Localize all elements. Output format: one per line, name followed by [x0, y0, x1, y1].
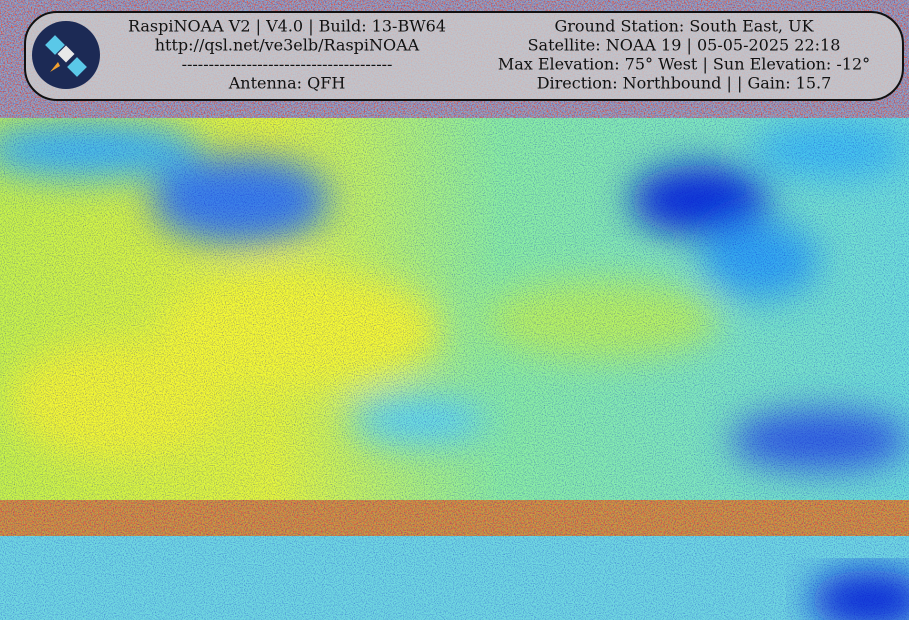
info-line: RaspiNOAA V2 | V4.0 | Build: 13-BW64 — [128, 17, 446, 36]
info-left: RaspiNOAA V2 | V4.0 | Build: 13-BW64 htt… — [128, 17, 446, 93]
info-line: Satellite: NOAA 19 | 05-05-2025 22:18 — [528, 36, 841, 55]
info-line: Max Elevation: 75° West | Sun Elevation:… — [498, 55, 870, 74]
logo — [32, 21, 100, 89]
info-panel — [24, 11, 904, 101]
info-line: Antenna: QFH — [228, 74, 346, 93]
info-line: Ground Station: South East, UK — [554, 17, 814, 36]
info-line: http://qsl.net/ve3elb/RaspiNOAA — [155, 36, 420, 55]
info-line: Direction: Northbound | | Gain: 15.7 — [537, 74, 832, 93]
info-right: Ground Station: South East, UK Satellite… — [498, 17, 870, 93]
info-line: --------------------------------------- — [182, 55, 393, 74]
